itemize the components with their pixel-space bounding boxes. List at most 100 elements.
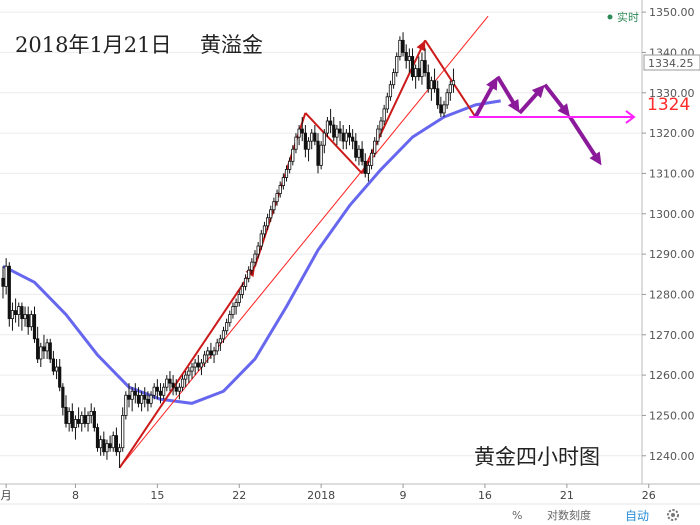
candle — [209, 342, 213, 359]
projection-segment — [568, 115, 598, 158]
candle — [269, 205, 273, 222]
projection-segment — [473, 85, 495, 118]
candle — [32, 306, 37, 343]
candle — [17, 302, 21, 327]
candle — [190, 363, 194, 380]
percent-toggle[interactable]: % — [512, 509, 522, 522]
candle — [262, 221, 267, 238]
candle — [388, 80, 393, 101]
candle — [423, 48, 427, 77]
candle — [351, 129, 355, 150]
y-tick-label: 1250.00 — [649, 409, 695, 422]
auto-scale-toggle[interactable]: 自动 — [625, 509, 649, 523]
candle — [379, 116, 383, 138]
candle — [26, 306, 30, 335]
candle — [177, 383, 181, 400]
candle — [303, 125, 308, 158]
candle — [294, 133, 298, 154]
live-label[interactable]: 实时 — [617, 10, 639, 24]
candle — [391, 68, 396, 89]
candle — [92, 407, 96, 432]
candle — [29, 310, 33, 331]
y-tick-label: 1260.00 — [649, 369, 695, 382]
candle — [414, 64, 418, 89]
candle — [99, 435, 103, 456]
candle — [1, 266, 5, 299]
candle — [369, 149, 374, 170]
candle — [382, 104, 386, 126]
candle — [13, 298, 18, 323]
candle — [341, 125, 345, 150]
wave-arrowhead — [416, 40, 426, 52]
candle — [432, 68, 437, 93]
candle — [429, 76, 434, 101]
x-tick-label: 9 — [400, 489, 407, 502]
x-axis-ticks: 月 8 15 22 2018 9 16 21 26 — [1, 484, 656, 502]
candle — [130, 387, 134, 412]
candle — [445, 88, 449, 109]
candle — [376, 125, 380, 146]
candle — [357, 145, 361, 166]
candle — [162, 383, 166, 400]
candle — [247, 266, 251, 283]
candle — [58, 358, 62, 392]
candle — [442, 100, 446, 117]
candle — [278, 181, 282, 198]
gear-icon[interactable] — [667, 509, 679, 521]
projection-arrowhead — [589, 151, 602, 166]
candle — [80, 411, 84, 432]
candle — [86, 411, 90, 432]
candle — [332, 116, 336, 142]
candle — [395, 52, 399, 77]
candle — [149, 391, 153, 408]
candle — [404, 44, 408, 69]
candle — [127, 383, 131, 408]
projection-arrowhead — [486, 76, 498, 91]
x-tick-label: 8 — [72, 489, 79, 502]
candle — [300, 116, 304, 142]
candle — [338, 121, 342, 142]
candle — [237, 290, 241, 307]
moving-average — [2, 99, 501, 405]
candle — [133, 383, 137, 404]
candle — [206, 346, 210, 363]
candle — [281, 173, 285, 190]
projection-arrows — [473, 75, 602, 166]
current-price-box — [643, 54, 700, 71]
y-tick-label: 1310.00 — [649, 167, 695, 180]
candle — [225, 318, 229, 335]
candle — [105, 439, 109, 460]
y-tick-label: 1330.00 — [649, 87, 695, 100]
main-trendline — [119, 15, 489, 469]
candle — [95, 423, 100, 452]
candle — [174, 379, 178, 396]
wave-segment — [424, 39, 477, 118]
candle — [366, 161, 371, 182]
projection-arrowhead — [507, 98, 520, 113]
candle — [124, 391, 128, 420]
candle — [7, 262, 11, 327]
candle — [275, 189, 279, 206]
candle — [451, 68, 456, 93]
candle — [325, 116, 330, 138]
candle — [54, 358, 59, 380]
log-scale-toggle[interactable]: 对数刻度 — [547, 508, 591, 522]
control-bar — [0, 504, 700, 525]
x-tick-label: 16 — [478, 489, 492, 502]
candle — [102, 431, 106, 456]
candle — [288, 157, 292, 174]
live-dot-icon — [607, 14, 613, 20]
y-tick-label: 1320.00 — [649, 127, 695, 140]
chart-subtitle: 黄金四小时图 — [474, 445, 600, 469]
candle — [121, 407, 125, 452]
candle — [284, 165, 289, 182]
candle — [165, 375, 169, 392]
candle — [51, 350, 56, 376]
candle — [436, 80, 440, 109]
candle — [168, 371, 172, 392]
candle — [256, 242, 260, 259]
candle — [39, 342, 43, 368]
candle — [344, 129, 348, 150]
candle — [360, 141, 364, 166]
candle — [313, 125, 317, 146]
